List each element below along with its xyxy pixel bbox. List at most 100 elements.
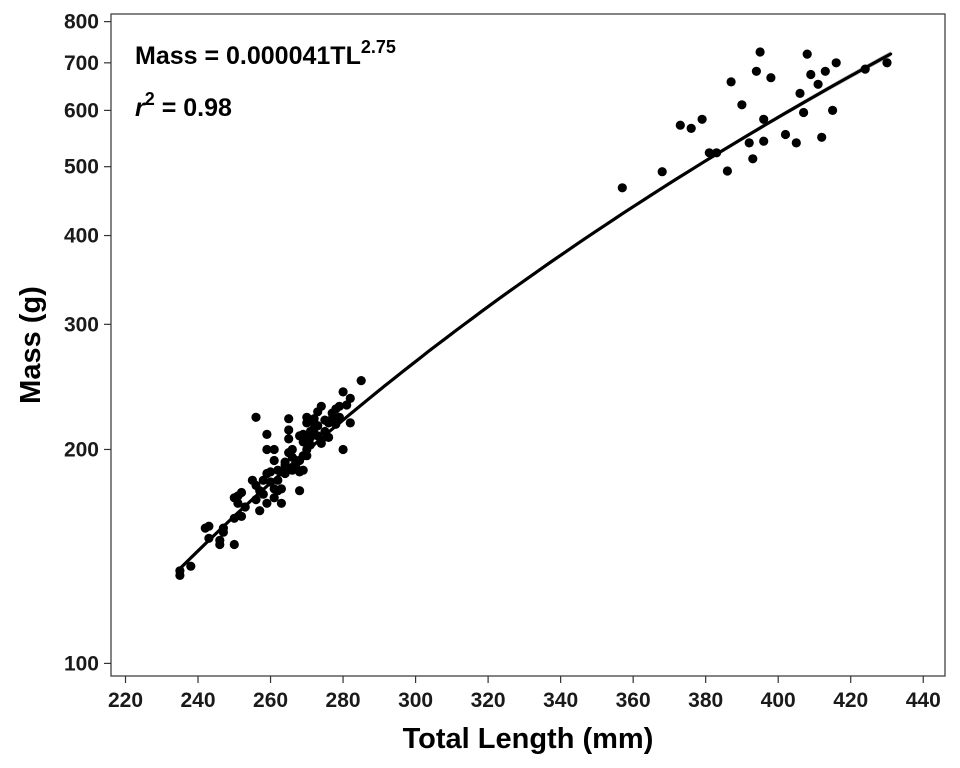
- y-tick-label: 700: [64, 52, 99, 75]
- x-tick-label: 240: [181, 689, 216, 712]
- x-tick-label: 300: [398, 689, 433, 712]
- data-point: [338, 444, 348, 455]
- y-tick-label: 300: [64, 313, 99, 336]
- data-point: [215, 535, 225, 545]
- data-point: [817, 132, 827, 142]
- x-axis-title: Total Length (mm): [403, 723, 654, 755]
- panel-background: [110, 13, 946, 677]
- x-tick-label: 400: [761, 689, 796, 712]
- data-point: [799, 107, 809, 118]
- data-point: [820, 66, 830, 76]
- data-point: [751, 66, 762, 76]
- data-point: [262, 429, 272, 439]
- equation-prefix: Mass = 0.000041TL: [135, 42, 361, 70]
- fit-line-layer: [178, 52, 893, 571]
- data-point: [828, 105, 838, 115]
- y-tick-label: 800: [64, 11, 99, 34]
- regression-line: [178, 52, 893, 571]
- x-tick-label: 340: [543, 689, 578, 712]
- data-point: [356, 376, 366, 386]
- data-point: [309, 414, 319, 424]
- data-point: [338, 387, 348, 397]
- data-point: [802, 49, 812, 59]
- data-point: [236, 511, 247, 521]
- data-point: [236, 487, 247, 498]
- x-tick-label: 420: [833, 689, 868, 712]
- x-tick-label: 220: [108, 689, 143, 712]
- x-tick-label: 320: [471, 689, 506, 712]
- data-point: [766, 73, 776, 83]
- data-point: [251, 412, 261, 422]
- data-point: [697, 114, 707, 124]
- r-squared-value: = 0.98: [155, 94, 232, 122]
- equation-annotation: Mass = 0.000041TL2.75: [135, 37, 396, 70]
- data-point: [791, 138, 801, 148]
- data-point: [298, 465, 308, 475]
- data-point: [262, 498, 272, 508]
- y-tick-label: 500: [64, 156, 99, 179]
- data-point: [744, 138, 754, 148]
- data-point: [276, 484, 286, 494]
- data-point: [795, 88, 805, 98]
- x-tick-label: 260: [253, 689, 288, 712]
- data-point: [284, 434, 294, 444]
- r-squared-annotation: r2 = 0.98: [135, 89, 232, 122]
- data-point: [722, 166, 733, 176]
- x-tick-label: 380: [688, 689, 723, 712]
- y-axis: 100 200 300 400 500 600 700 800: [64, 11, 111, 675]
- data-point: [737, 100, 747, 110]
- data-point: [813, 79, 823, 89]
- y-tick-label: 400: [64, 225, 99, 248]
- equation-exponent: 2.75: [361, 37, 396, 57]
- data-point: [269, 493, 279, 503]
- data-point: [298, 437, 308, 447]
- y-tick-label: 600: [64, 99, 99, 122]
- data-point: [295, 486, 305, 496]
- y-axis-title: Mass (g): [15, 286, 47, 404]
- r-squared-symbol: r: [135, 94, 146, 122]
- data-point: [258, 475, 268, 485]
- x-tick-label: 280: [326, 689, 361, 712]
- data-point: [882, 58, 892, 68]
- y-tick-label: 200: [64, 438, 99, 461]
- data-point: [759, 114, 769, 124]
- data-point: [806, 69, 816, 80]
- data-point: [748, 154, 758, 164]
- data-point: [755, 47, 765, 57]
- data-point: [262, 444, 272, 455]
- data-point: [269, 444, 279, 455]
- data-point: [345, 393, 355, 403]
- x-axis: 220 240 260 280 300 320 340 360 380 400 420 440: [108, 676, 941, 712]
- data-point: [316, 401, 326, 411]
- y-tick-label: 100: [64, 652, 99, 675]
- data-point: [759, 136, 769, 146]
- data-point: [657, 167, 667, 177]
- x-tick-label: 360: [616, 689, 651, 712]
- data-point: [302, 418, 312, 428]
- data-point: [229, 539, 239, 550]
- data-point: [269, 455, 279, 466]
- data-point: [280, 457, 290, 467]
- data-point: [334, 401, 344, 411]
- data-point: [704, 148, 714, 158]
- data-point: [265, 467, 276, 477]
- data-point: [284, 425, 294, 435]
- data-point: [780, 129, 791, 140]
- data-point: [686, 123, 696, 133]
- data-point: [298, 429, 308, 439]
- data-point: [255, 506, 265, 516]
- data-point: [831, 58, 841, 68]
- data-points-layer: [175, 47, 892, 581]
- data-point: [233, 498, 243, 508]
- r-squared-exponent: 2: [145, 89, 155, 109]
- data-point: [617, 183, 627, 193]
- data-point: [204, 521, 214, 531]
- data-point: [284, 414, 294, 424]
- data-point: [345, 418, 355, 428]
- x-tick-label: 440: [906, 689, 941, 712]
- data-point: [287, 444, 297, 455]
- data-point: [186, 561, 196, 571]
- data-point: [276, 498, 286, 508]
